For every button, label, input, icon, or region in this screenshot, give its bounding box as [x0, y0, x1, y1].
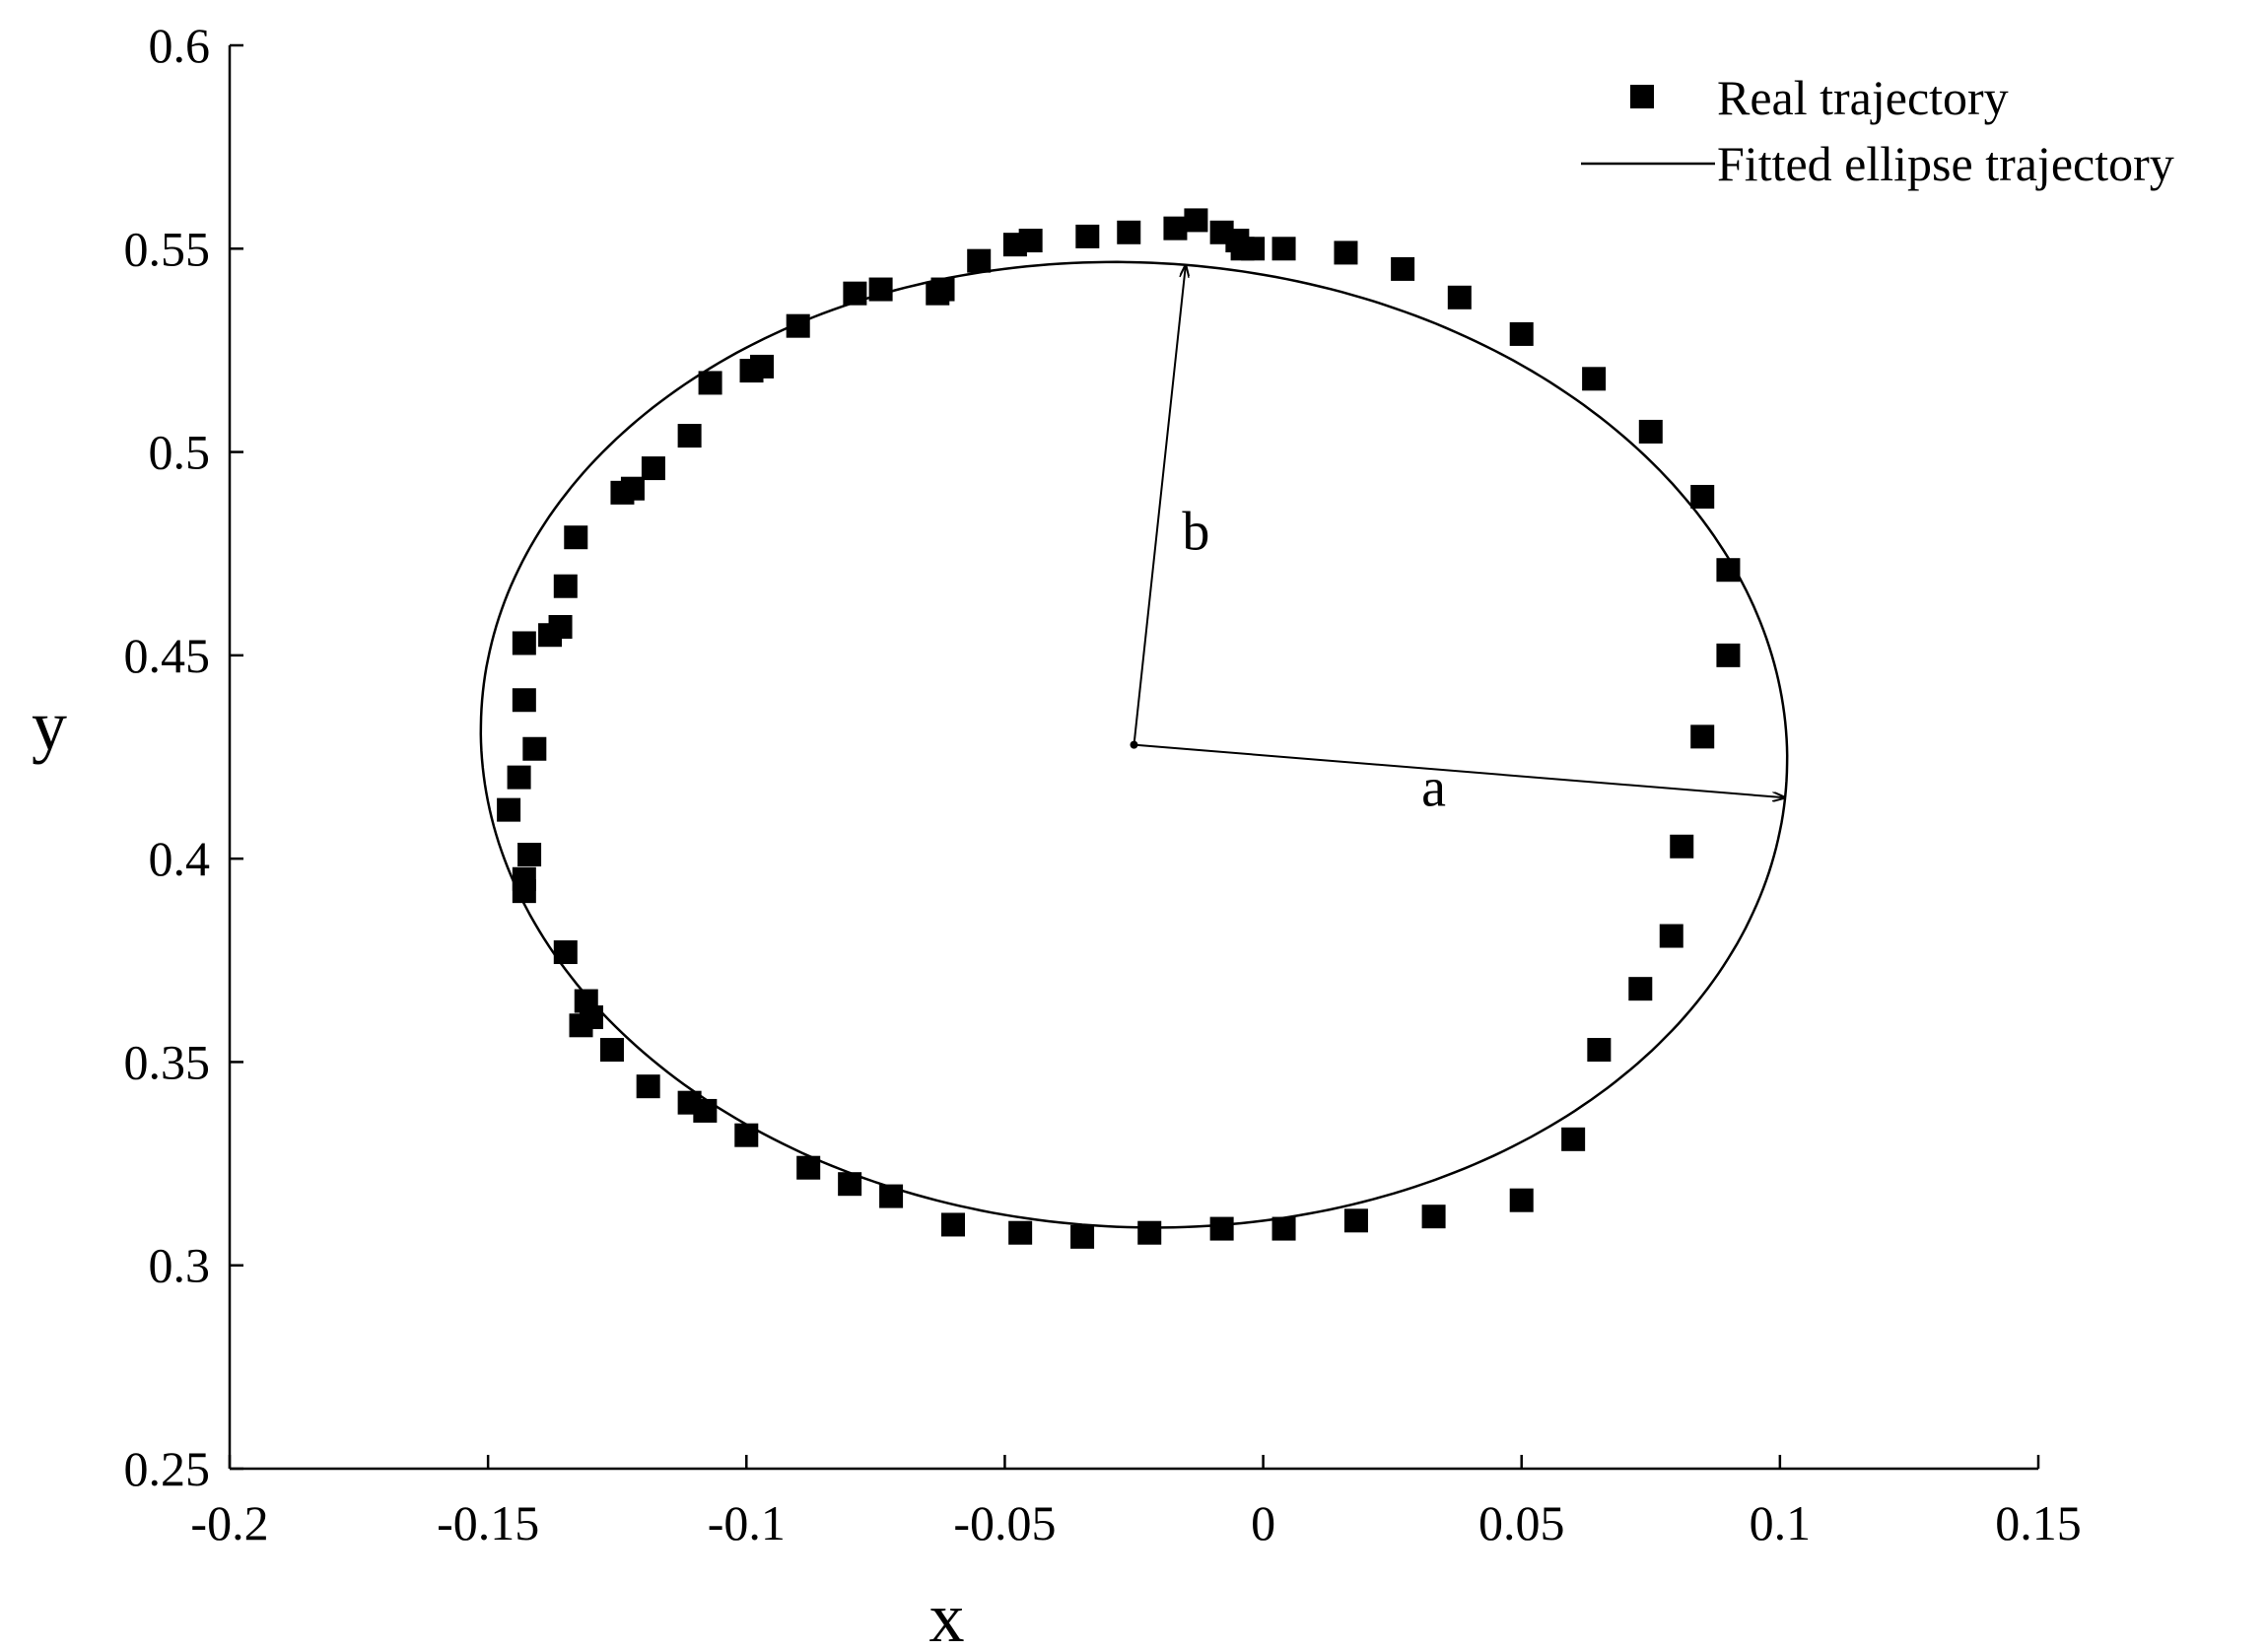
trajectory-point	[1716, 558, 1741, 583]
x-tick-label: -0.05	[953, 1495, 1056, 1550]
trajectory-point	[512, 631, 536, 655]
plot-area: ab	[479, 208, 1789, 1249]
trajectory-point	[1582, 367, 1607, 391]
legend-marker-real	[1630, 85, 1654, 108]
annotation-b: b	[1182, 502, 1209, 563]
trajectory-point	[1209, 220, 1234, 244]
trajectory-point	[564, 525, 588, 550]
trajectory-point	[1561, 1127, 1586, 1151]
trajectory-point	[1670, 834, 1694, 859]
trajectory-point	[930, 277, 955, 302]
trajectory-point	[786, 313, 810, 338]
y-tick-label: 0.5	[149, 425, 211, 480]
y-tick-label: 0.55	[124, 221, 211, 276]
trajectory-point	[677, 424, 702, 448]
trajectory-point	[507, 765, 531, 790]
y-tick-label: 0.45	[124, 628, 211, 683]
trajectory-point	[1163, 216, 1188, 241]
trajectory-point	[1137, 1220, 1162, 1245]
legend: Real trajectory Fitted ellipse trajectory	[1581, 70, 2174, 191]
x-tick-label: -0.15	[437, 1495, 539, 1550]
trajectory-point	[1690, 484, 1715, 509]
trajectory-point	[1628, 977, 1653, 1001]
trajectory-point	[1716, 643, 1741, 667]
x-tick-label: 0.05	[1478, 1495, 1565, 1550]
trajectory-point	[1509, 321, 1534, 346]
trajectory-point	[868, 277, 893, 302]
trajectory-point	[636, 1074, 660, 1099]
trajectory-point	[512, 688, 536, 713]
trajectory-point	[1075, 224, 1100, 248]
trajectory-point	[967, 248, 992, 273]
trajectory-point	[641, 456, 665, 481]
trajectory-point	[517, 843, 542, 867]
trajectory-point	[1271, 237, 1296, 261]
major-axis-arrow	[1134, 743, 1786, 798]
x-tick-label: 0.15	[1995, 1495, 2082, 1550]
x-axis-title: x	[929, 1578, 965, 1652]
trajectory-point	[538, 623, 563, 648]
x-tick-label: -0.1	[708, 1495, 786, 1550]
trajectory-point	[734, 1123, 759, 1147]
fitted-ellipse-line	[479, 260, 1789, 1229]
trajectory-point	[553, 574, 578, 598]
trajectory-point	[599, 1038, 624, 1063]
trajectory-point	[569, 1013, 593, 1038]
trajectory-point	[941, 1212, 965, 1237]
trajectory-point	[1209, 1216, 1234, 1241]
trajectory-point	[1271, 1216, 1296, 1241]
y-axis-title: y	[32, 686, 67, 765]
trajectory-point	[838, 1172, 862, 1197]
trajectory-point	[497, 797, 521, 822]
trajectory-point	[1638, 419, 1663, 444]
trajectory-point	[739, 359, 764, 383]
trajectory-point	[512, 879, 536, 904]
y-tick-label: 0.6	[149, 18, 211, 73]
legend-label-fitted: Fitted ellipse trajectory	[1717, 136, 2174, 191]
trajectory-point	[843, 281, 867, 306]
trajectory-point	[1391, 256, 1415, 281]
trajectory-point	[1343, 1208, 1368, 1233]
minor-axis-arrow	[1133, 265, 1186, 745]
x-tick-label: 0.1	[1750, 1495, 1812, 1550]
x-tick-label: -0.2	[190, 1495, 268, 1550]
x-tick-label: 0	[1251, 1495, 1275, 1550]
ellipse-center-point	[1130, 740, 1138, 749]
legend-label-real: Real trajectory	[1717, 70, 2009, 125]
trajectory-point	[796, 1155, 821, 1180]
trajectory-point	[610, 480, 635, 505]
y-tick-label: 0.4	[149, 831, 211, 886]
trajectory-point	[693, 1098, 718, 1123]
y-tick-label: 0.25	[124, 1441, 211, 1496]
trajectory-point	[1447, 285, 1472, 310]
axes: -0.2 -0.15 -0.1 -0.05 0 0.05 0.1 0.15 0.25 0.3 0.3…	[32, 18, 2082, 1652]
trajectory-point	[1421, 1205, 1446, 1229]
trajectory-point	[1334, 241, 1358, 265]
trajectory-point	[1509, 1188, 1534, 1212]
trajectory-point	[1008, 1220, 1033, 1245]
trajectory-point	[1070, 1224, 1095, 1249]
trajectory-point	[879, 1184, 904, 1208]
trajectory-point	[1690, 724, 1715, 749]
y-tick-label: 0.3	[149, 1238, 211, 1293]
trajectory-point	[1184, 208, 1208, 233]
trajectory-point	[522, 736, 547, 761]
trajectory-point	[1587, 1038, 1612, 1063]
trajectory-point	[553, 940, 578, 965]
trajectory-point	[698, 371, 722, 395]
trajectory-point	[1002, 233, 1027, 257]
trajectory-point	[1659, 924, 1683, 948]
trajectory-point	[1117, 220, 1141, 244]
y-tick-label: 0.35	[124, 1034, 211, 1089]
annotation-a: a	[1421, 758, 1446, 819]
